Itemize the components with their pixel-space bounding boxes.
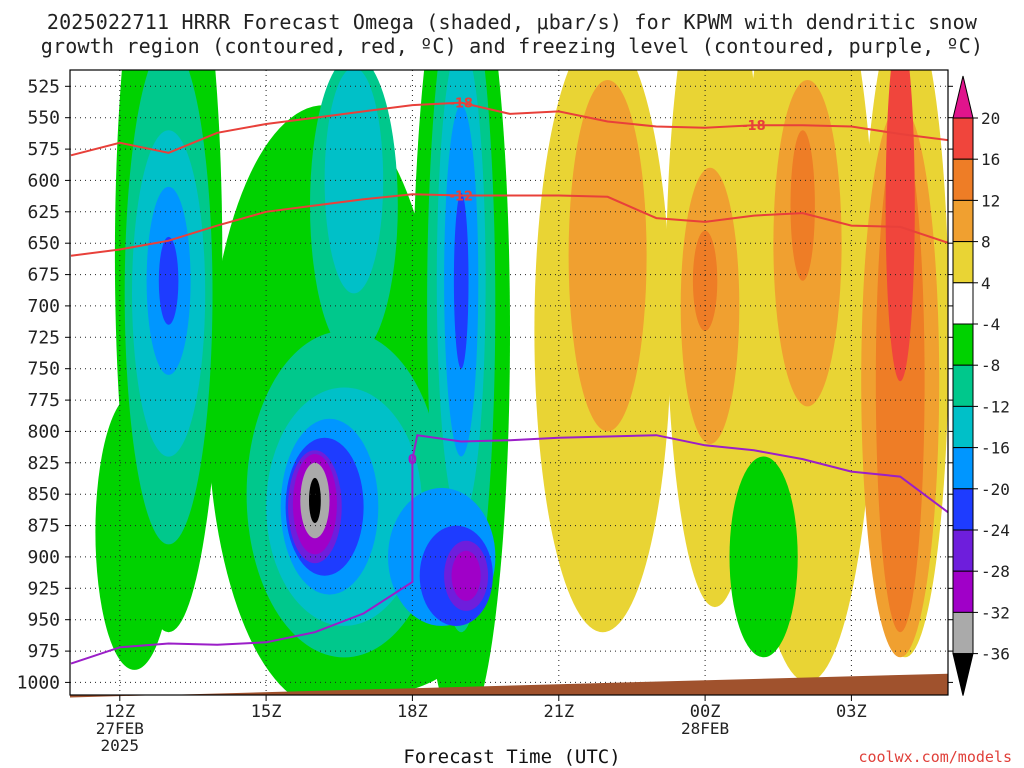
colorbar-label-0: 20 bbox=[981, 109, 1000, 128]
contour--12 bbox=[70, 193, 948, 257]
color-legend: 20 16 12 8 4 -4 -8 -12 -16 -20 -24 -28 -32 -36 bbox=[952, 75, 1010, 696]
colorbar-bin-4 bbox=[952, 241, 974, 284]
colorbar-label-12: -32 bbox=[981, 603, 1010, 622]
colorbar-bin-13 bbox=[952, 611, 974, 655]
x-tick-date-24: 28FEB bbox=[681, 719, 729, 738]
omega-region-32 bbox=[158, 236, 179, 325]
colorbar-bin-9 bbox=[952, 447, 974, 490]
colorbar-label-5: -4 bbox=[981, 315, 1000, 334]
y-tick-label-650: 650 bbox=[27, 233, 60, 254]
contour-0 bbox=[70, 434, 948, 665]
x-tick-year-12: 2025 bbox=[101, 736, 140, 755]
x-tick-label-12: 12Z bbox=[104, 702, 135, 722]
y-tick-label-825: 825 bbox=[27, 453, 60, 474]
colorbar-bottom-arrow bbox=[952, 653, 974, 696]
y-tick-label-950: 950 bbox=[27, 610, 60, 631]
y-tick-label-900: 900 bbox=[27, 547, 60, 568]
colorbar-bin-7 bbox=[952, 364, 974, 407]
contour--18 bbox=[70, 101, 948, 157]
terrain-ground bbox=[70, 673, 948, 698]
y-tick-label-800: 800 bbox=[27, 421, 60, 442]
y-tick-label-925: 925 bbox=[27, 578, 60, 599]
colorbar-bin-8 bbox=[952, 405, 974, 449]
x-tick-label-18: 18Z bbox=[397, 702, 428, 722]
colorbar-bin-12 bbox=[952, 570, 974, 613]
y-tick-label-725: 725 bbox=[27, 327, 60, 348]
y-tick-label-675: 675 bbox=[27, 265, 60, 286]
colorbar-bin-11 bbox=[952, 529, 974, 572]
x-tick-label-21: 21Z bbox=[543, 702, 574, 722]
chart-title-line2: growth region (contoured, red, ºC) and f… bbox=[40, 34, 984, 58]
colorbar-label-7: -12 bbox=[981, 397, 1010, 416]
colorbar-label-10: -24 bbox=[981, 521, 1010, 540]
chart-title-line1: 2025022711 HRRR Forecast Omega (shaded, … bbox=[46, 10, 978, 34]
omega-region-37 bbox=[451, 550, 481, 601]
colorbar-label-2: 12 bbox=[981, 191, 1000, 210]
omega-region-33 bbox=[453, 192, 469, 369]
omega-region-14 bbox=[568, 80, 647, 432]
plot-frame bbox=[69, 69, 949, 696]
colorbar-bin-6 bbox=[952, 323, 974, 366]
grid-lines bbox=[70, 70, 948, 695]
plot-border bbox=[69, 69, 949, 696]
pressure-axis: 525 550 575 600 625 650 675 700 725 750 775 800 825 8… bbox=[17, 76, 953, 693]
credit-link[interactable]: coolwx.com/models bbox=[858, 748, 1012, 766]
omega-region-39 bbox=[309, 477, 321, 524]
y-tick-label-600: 600 bbox=[27, 170, 60, 191]
colorbar-bin-1 bbox=[952, 117, 974, 160]
contour-label--12: -12 bbox=[449, 190, 473, 205]
colorbar-label-11: -28 bbox=[981, 562, 1010, 581]
x-tick-date-12: 27FEB bbox=[96, 719, 144, 738]
y-tick-label-700: 700 bbox=[27, 296, 60, 317]
contour-label--18: -18 bbox=[449, 97, 473, 112]
colorbar-bin-3 bbox=[952, 199, 974, 243]
contour-lines: -18 -18 -12 0 bbox=[70, 97, 948, 665]
omega-region-9 bbox=[729, 456, 798, 658]
colorbar-top-arrow bbox=[952, 75, 974, 119]
y-tick-label-575: 575 bbox=[27, 139, 60, 160]
omega-region-29 bbox=[885, 70, 915, 382]
y-tick-label-775: 775 bbox=[27, 390, 60, 411]
y-tick-label-550: 550 bbox=[27, 108, 60, 129]
y-tick-label-875: 875 bbox=[27, 516, 60, 537]
contour-label2--18: -18 bbox=[742, 119, 766, 134]
x-tick-label-27: 03Z bbox=[836, 702, 867, 722]
colorbar-bin-10 bbox=[952, 488, 974, 531]
colorbar-label-9: -20 bbox=[981, 480, 1010, 499]
colorbar-bin-2 bbox=[952, 158, 974, 201]
x-tick-label-15: 15Z bbox=[251, 702, 282, 722]
colorbar-bin-5 bbox=[952, 282, 974, 325]
x-axis-title: Forecast Time (UTC) bbox=[403, 746, 621, 768]
x-tick-label-24: 00Z bbox=[690, 702, 721, 722]
colorbar-label-6: -8 bbox=[981, 356, 1000, 375]
colorbar-label-4: 4 bbox=[981, 274, 991, 293]
y-tick-label-750: 750 bbox=[27, 359, 60, 380]
contour-label-0: 0 bbox=[408, 453, 417, 468]
y-tick-label-975: 975 bbox=[27, 641, 60, 662]
terrain-polygon bbox=[70, 673, 948, 698]
colorbar-label-3: 8 bbox=[981, 233, 991, 252]
colorbar-label-13: -36 bbox=[981, 645, 1010, 664]
colorbar-label-1: 16 bbox=[981, 150, 1000, 169]
y-tick-label-525: 525 bbox=[27, 76, 60, 97]
omega-region-19 bbox=[324, 70, 384, 294]
y-tick-label-625: 625 bbox=[27, 202, 60, 223]
y-tick-label-850: 850 bbox=[27, 484, 60, 505]
omega-region-23 bbox=[790, 130, 815, 281]
colorbar-label-8: -16 bbox=[981, 439, 1010, 458]
y-tick-label-1000: 1000 bbox=[17, 672, 60, 693]
